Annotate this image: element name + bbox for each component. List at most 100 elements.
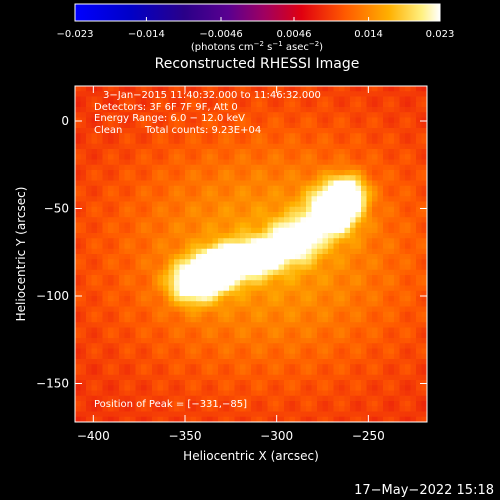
heatmap-cell	[317, 301, 324, 308]
heatmap-cell	[157, 206, 164, 213]
heatmap-cell	[218, 406, 225, 413]
heatmap-cell	[410, 290, 417, 297]
heatmap-cell	[168, 91, 175, 98]
heatmap-cell	[223, 196, 230, 203]
heatmap-cell	[119, 275, 126, 281]
heatmap-cell	[157, 180, 164, 187]
heatmap-cell	[405, 233, 412, 239]
heatmap-cell	[91, 364, 98, 371]
heatmap-cell	[333, 285, 340, 292]
heatmap-cell	[163, 154, 170, 161]
heatmap-cell	[355, 122, 362, 129]
heatmap-cell	[179, 217, 186, 224]
heatmap-cell	[146, 306, 153, 313]
heatmap-cell	[196, 359, 203, 365]
heatmap-cell	[267, 327, 274, 334]
heatmap-cell	[168, 327, 175, 334]
heatmap-cell	[190, 380, 197, 386]
heatmap-cell	[141, 212, 148, 218]
heatmap-cell	[421, 390, 427, 397]
heatmap-cell	[223, 332, 230, 339]
heatmap-cell	[322, 395, 329, 402]
heatmap-cell	[361, 143, 368, 150]
heatmap-cell	[372, 301, 379, 308]
heatmap-cell	[366, 159, 373, 166]
heatmap-cell	[361, 238, 368, 245]
heatmap-cell	[267, 332, 274, 339]
heatmap-cell	[196, 180, 203, 187]
heatmap-cell	[267, 159, 274, 166]
heatmap-cell	[229, 91, 236, 98]
annotation-clean: Clean	[94, 125, 122, 136]
heatmap-cell	[311, 327, 318, 334]
heatmap-cell	[113, 327, 120, 334]
heatmap-cell	[212, 243, 219, 250]
heatmap-cell	[405, 364, 412, 371]
heatmap-cell	[355, 238, 362, 245]
heatmap-cell	[168, 164, 175, 171]
heatmap-cell	[163, 401, 170, 407]
heatmap-cell	[75, 385, 82, 392]
heatmap-cell	[245, 164, 252, 171]
heatmap-cell	[97, 264, 104, 271]
heatmap-cell	[273, 369, 280, 376]
heatmap-cell	[311, 343, 318, 350]
heatmap-cell	[124, 248, 131, 255]
heatmap-cell	[163, 338, 170, 344]
heatmap-cell	[333, 269, 340, 276]
heatmap-cell	[289, 238, 296, 245]
heatmap-cell	[350, 311, 357, 318]
heatmap-cell	[212, 101, 219, 108]
heatmap-cell	[130, 248, 137, 255]
annotation-total-counts: Total counts: 9.23E+04	[144, 125, 261, 136]
heatmap-cell	[124, 343, 131, 350]
heatmap-cell	[157, 311, 164, 318]
heatmap-cell	[212, 217, 219, 224]
heatmap-cell	[218, 248, 225, 255]
heatmap-cell	[339, 101, 346, 108]
heatmap-cell	[163, 395, 170, 402]
heatmap-cell	[80, 401, 87, 407]
heatmap-cell	[146, 149, 153, 155]
heatmap-cell	[388, 201, 395, 208]
heatmap-cell	[97, 149, 104, 155]
heatmap-cell	[218, 317, 225, 323]
heatmap-cell	[135, 411, 142, 418]
heatmap-cell	[130, 332, 137, 339]
heatmap-cell	[372, 233, 379, 239]
heatmap-cell	[113, 364, 120, 371]
heatmap-cell	[339, 359, 346, 365]
heatmap-cell	[361, 180, 368, 187]
heatmap-cell	[399, 301, 406, 308]
heatmap-cell	[251, 185, 258, 192]
heatmap-cell	[124, 133, 131, 140]
heatmap-cell	[240, 185, 247, 192]
heatmap-cell	[383, 290, 390, 297]
heatmap-cell	[383, 322, 390, 329]
heatmap-cell	[361, 159, 368, 166]
heatmap-cell	[179, 285, 186, 292]
heatmap-cell	[278, 322, 285, 329]
heatmap-cell	[163, 290, 170, 297]
heatmap-cell	[273, 154, 280, 161]
heatmap-cell	[185, 306, 192, 313]
heatmap-cell	[196, 374, 203, 381]
heatmap-cell	[179, 206, 186, 213]
heatmap-cell	[135, 170, 142, 176]
heatmap-cell	[229, 143, 236, 150]
heatmap-cell	[377, 217, 384, 224]
heatmap-cell	[350, 306, 357, 313]
heatmap-cell	[355, 364, 362, 371]
heatmap-cell	[207, 164, 214, 171]
heatmap-cell	[322, 91, 329, 98]
heatmap-cell	[317, 217, 324, 224]
plot-frame	[74, 85, 428, 423]
heatmap-cell	[273, 380, 280, 386]
heatmap-cell	[119, 322, 126, 329]
heatmap-cell	[124, 206, 131, 213]
heatmap-cell	[256, 390, 263, 397]
heatmap-cell	[311, 359, 318, 365]
heatmap-cell	[300, 159, 307, 166]
heatmap-cell	[262, 154, 269, 161]
heatmap-cell	[262, 164, 269, 171]
